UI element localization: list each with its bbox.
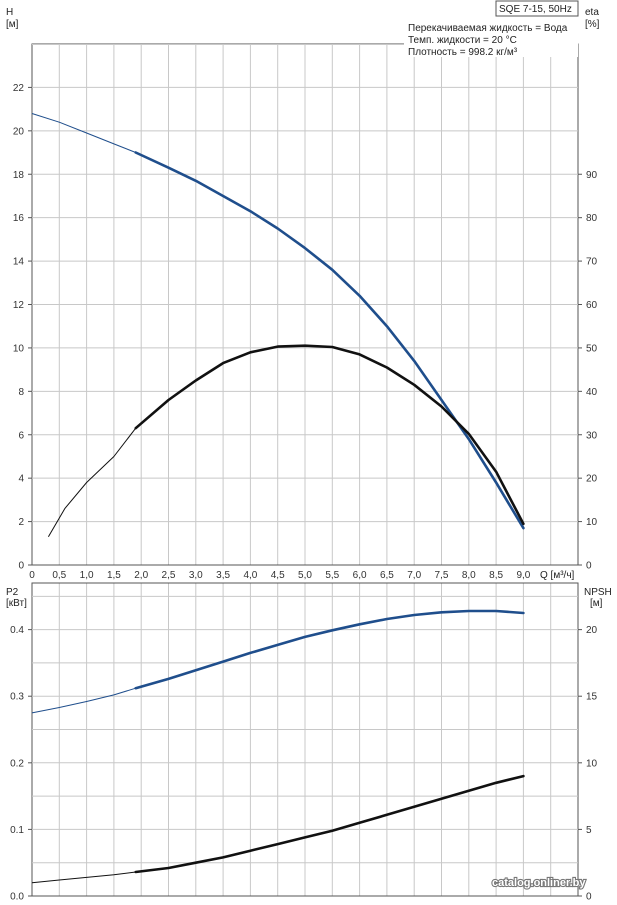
q-tick-label: 7,0 [407,570,421,581]
note-density: Плотность = 998.2 кг/м³ [408,47,518,58]
curves [31,113,525,884]
npsh-curve-extended [31,871,136,884]
q-tick-label: 6,5 [380,570,394,581]
model-title: SQE 7-15, 50Hz [499,4,572,15]
q-axis-label: Q [м³/ч] [540,570,575,581]
eta-tick-label: 40 [586,387,598,398]
npsh-tick-label: 10 [586,758,598,769]
eta-axis-name: eta [585,7,599,18]
h-tick-label: 16 [13,213,25,224]
note-liquid: Перекачиваемая жидкость = Вода [408,23,568,34]
tick-labels: 024681012141618202201020304050607080900.… [10,83,597,903]
h-tick-label: 2 [18,517,24,528]
npsh-tick-label: 5 [586,825,592,836]
q-tick-label: 0 [29,570,35,581]
p2-tick-label: 0.2 [10,758,24,769]
q-tick-label: 6,0 [353,570,367,581]
eta-axis-unit: [%] [585,19,600,30]
h-tick-label: 4 [18,474,24,485]
note-temperature: Темп. жидкости = 20 °C [408,35,517,46]
h-tick-label: 14 [13,257,25,268]
eta-tick-label: 0 [586,561,592,572]
npsh-tick-label: 0 [586,892,592,903]
q-tick-label: 9,0 [516,570,530,581]
h-tick-label: 6 [18,430,24,441]
eta-tick-label: 80 [586,213,598,224]
top-plot-grid [31,43,579,566]
eta-tick-label: 60 [586,300,598,311]
watermark: catalog.onliner.by [492,877,586,889]
p2-axis-unit: [кВт] [6,598,27,609]
h-tick-label: 18 [13,170,25,181]
q-tick-label: 5,5 [325,570,339,581]
eta-tick-label: 90 [586,170,598,181]
h-tick-label: 12 [13,300,25,311]
p2-axis-name: P2 [6,587,19,598]
q-tick-label: 8,5 [489,570,503,581]
q-tick-label: 0,5 [52,570,66,581]
npsh-axis-name: NPSH [584,587,612,598]
eta-curve [134,344,525,526]
h-tick-label: 8 [18,387,24,398]
h-tick-label: 0 [18,561,24,572]
p2-tick-label: 0.1 [10,825,24,836]
q-tick-label: 1,5 [107,570,121,581]
eta-tick-label: 30 [586,430,598,441]
h-tick-label: 22 [13,83,25,94]
model-box [495,0,579,17]
bottom-frame [31,582,579,897]
bottom-plot-grid [31,582,579,897]
p2-tick-label: 0.4 [10,625,24,636]
q-tick-label: 3,5 [216,570,230,581]
q-tick-label: 7,5 [435,570,449,581]
h-axis-unit: [м] [6,19,19,30]
eta-tick-label: 70 [586,257,598,268]
q-tick-label: 1,0 [80,570,94,581]
h-axis-name: H [6,7,13,18]
npsh-axis-unit: [м] [590,598,603,609]
q-tick-label: 2,5 [162,570,176,581]
h-curve [134,151,525,530]
notes-background [404,19,578,57]
q-tick-label: 2,0 [134,570,148,581]
q-tick-label: 4,5 [271,570,285,581]
p2-tick-label: 0.0 [10,892,24,903]
p2-curve [134,609,525,690]
p2-curve-extended [31,687,136,714]
eta-tick-label: 20 [586,474,598,485]
h-tick-label: 10 [13,343,25,354]
eta-tick-label: 10 [586,517,598,528]
q-tick-label: 4,0 [243,570,257,581]
q-tick-label: 3,0 [189,570,203,581]
eta-curve-extended [47,427,137,538]
npsh-curve [134,774,525,874]
q-tick-label: 8,0 [462,570,476,581]
npsh-tick-label: 20 [586,625,598,636]
npsh-tick-label: 15 [586,692,598,703]
h-tick-label: 20 [13,126,25,137]
h-curve-extended [31,113,136,153]
eta-tick-label: 50 [586,343,598,354]
q-tick-label: 5,0 [298,570,312,581]
p2-tick-label: 0.3 [10,692,24,703]
